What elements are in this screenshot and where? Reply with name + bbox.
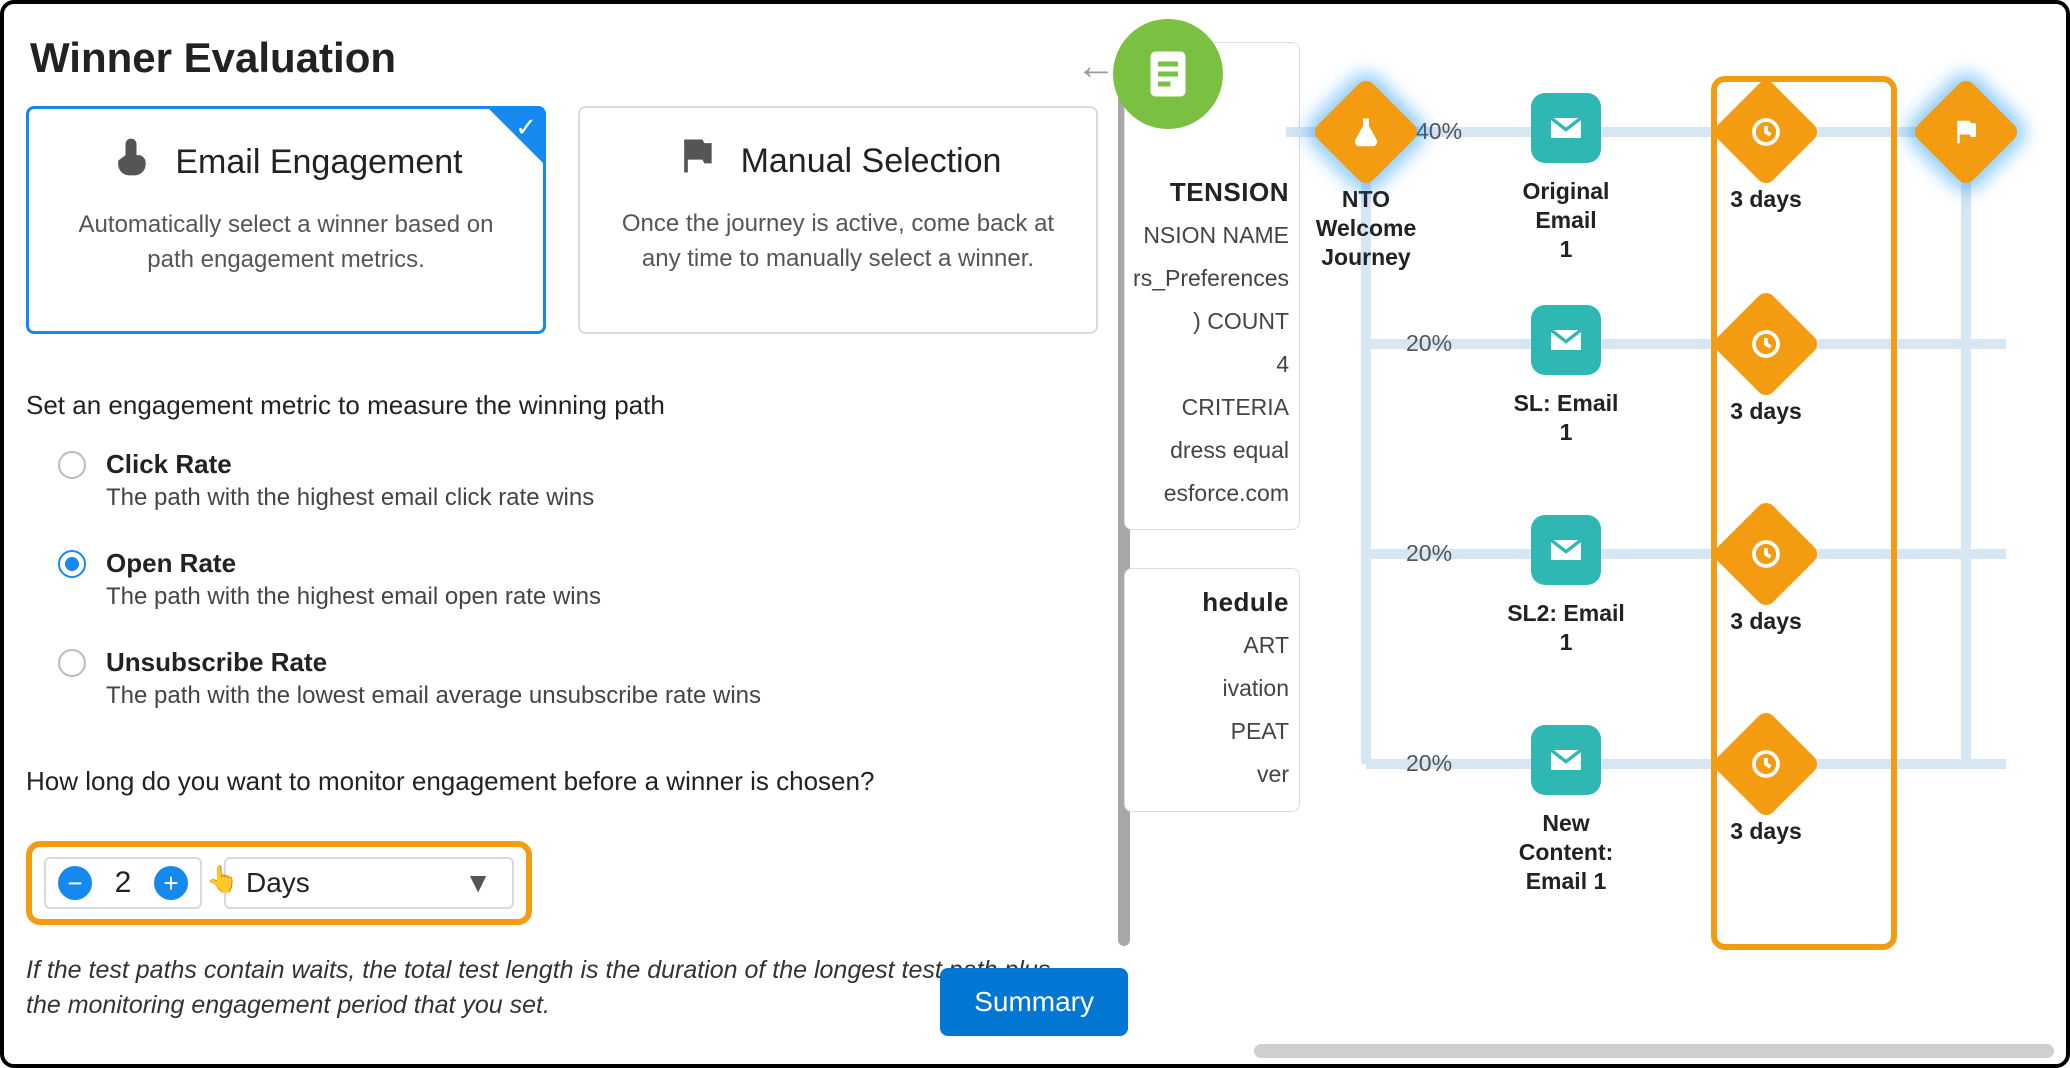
split-percentage: 20%	[1406, 330, 1452, 357]
check-icon: ✓	[515, 112, 537, 143]
monitor-unit-label: Days	[246, 867, 310, 899]
metric-title: Open Rate	[106, 548, 601, 579]
metric-title: Unsubscribe Rate	[106, 647, 761, 678]
wait-column-highlight	[1711, 76, 1897, 950]
journey-canvas[interactable]: 40%20%20%20%NTO WelcomeJourneyOriginal E…	[1306, 24, 2046, 1024]
connector	[1961, 132, 1971, 764]
node-label: SL: Email 1	[1506, 389, 1626, 447]
horizontal-scrollbar[interactable]	[1254, 1044, 2054, 1058]
panel-title: Winner Evaluation	[30, 34, 1136, 82]
end-node[interactable]	[1906, 93, 2026, 171]
side-line: dress equal	[1133, 435, 1289, 466]
side-line: ivation	[1133, 673, 1289, 704]
monitor-section-label: How long do you want to monitor engageme…	[26, 766, 1136, 797]
side-line: ) COUNT	[1133, 306, 1289, 337]
connector	[1366, 549, 2006, 559]
card-title: Manual Selection	[741, 142, 1002, 181]
increment-button[interactable]: +	[154, 866, 188, 900]
side-line: PEAT	[1133, 716, 1289, 747]
metric-radio-click[interactable]: Click Rate The path with the highest emai…	[58, 449, 1136, 512]
diamond-icon	[1911, 77, 2021, 187]
document-icon	[1113, 19, 1223, 129]
side-line: rs_Preferences	[1133, 263, 1289, 294]
email-node[interactable]: Original Email1	[1506, 93, 1626, 263]
split-percentage: 20%	[1406, 750, 1452, 777]
radio-icon	[58, 451, 86, 479]
monitor-stepper[interactable]: − 2 +	[44, 857, 202, 909]
node-label: New Content:Email 1	[1506, 809, 1626, 895]
connector	[1366, 759, 2006, 769]
back-arrow-icon[interactable]: ←	[1076, 44, 1116, 89]
square-icon	[1531, 93, 1601, 163]
decrement-button[interactable]: −	[58, 866, 92, 900]
monitor-unit-select[interactable]: Days ▼	[224, 857, 514, 909]
metric-radio-open[interactable]: Open Rate The path with the highest email…	[58, 548, 1136, 611]
metric-section-label: Set an engagement metric to measure the …	[26, 390, 1136, 421]
metric-desc: The path with the highest email click ra…	[106, 484, 594, 512]
radio-icon	[58, 550, 86, 578]
card-desc: Once the journey is active, come back at…	[608, 207, 1068, 277]
side-heading: hedule	[1133, 587, 1289, 618]
node-label: Original Email1	[1506, 177, 1626, 263]
side-line: ver	[1133, 759, 1289, 790]
side-line: CRITERIA	[1133, 392, 1289, 423]
square-icon	[1531, 305, 1601, 375]
winner-evaluation-panel: Winner Evaluation ← ✓ Email Engagement A…	[26, 26, 1136, 1040]
card-desc: Automatically select a winner based on p…	[57, 208, 515, 278]
side-line: 4	[1133, 349, 1289, 380]
square-icon	[1531, 515, 1601, 585]
side-heading: TENSION	[1133, 177, 1289, 208]
monitor-hint: If the test paths contain waits, the tot…	[26, 953, 1066, 1023]
metric-desc: The path with the lowest email average u…	[106, 682, 761, 710]
email-node[interactable]: New Content:Email 1	[1506, 725, 1626, 895]
summary-button[interactable]: Summary	[940, 968, 1128, 1036]
metric-title: Click Rate	[106, 449, 594, 480]
email-node[interactable]: SL2: Email 1	[1506, 515, 1626, 657]
node-label: NTO WelcomeJourney	[1306, 185, 1426, 271]
metric-desc: The path with the highest email open rat…	[106, 583, 601, 611]
side-line: NSION NAME	[1133, 220, 1289, 251]
flag-icon	[675, 134, 719, 189]
card-email-engagement[interactable]: ✓ Email Engagement Automatically select …	[26, 106, 546, 334]
side-line: esforce.com	[1133, 478, 1289, 509]
card-title: Email Engagement	[175, 143, 462, 182]
side-line: ART	[1133, 630, 1289, 661]
chevron-down-icon: ▼	[464, 867, 492, 899]
split-percentage: 20%	[1406, 540, 1452, 567]
monitor-duration-highlight: − 2 + Days ▼	[26, 841, 532, 925]
connector	[1366, 339, 2006, 349]
touch-icon	[109, 135, 153, 190]
node-label: SL2: Email 1	[1506, 599, 1626, 657]
email-node[interactable]: SL: Email 1	[1506, 305, 1626, 447]
split-node[interactable]: NTO WelcomeJourney	[1306, 93, 1426, 271]
metric-radio-unsub[interactable]: Unsubscribe Rate The path with the lowest…	[58, 647, 1136, 710]
diamond-icon	[1311, 77, 1421, 187]
radio-icon	[58, 649, 86, 677]
data-extension-card[interactable]: TENSION NSION NAME rs_Preferences ) COUNT 4…	[1124, 42, 1300, 530]
card-manual-selection[interactable]: Manual Selection Once the journey is act…	[578, 106, 1098, 334]
square-icon	[1531, 725, 1601, 795]
schedule-card[interactable]: hedule ART ivation PEAT ver	[1124, 568, 1300, 811]
monitor-value: 2	[110, 866, 136, 900]
